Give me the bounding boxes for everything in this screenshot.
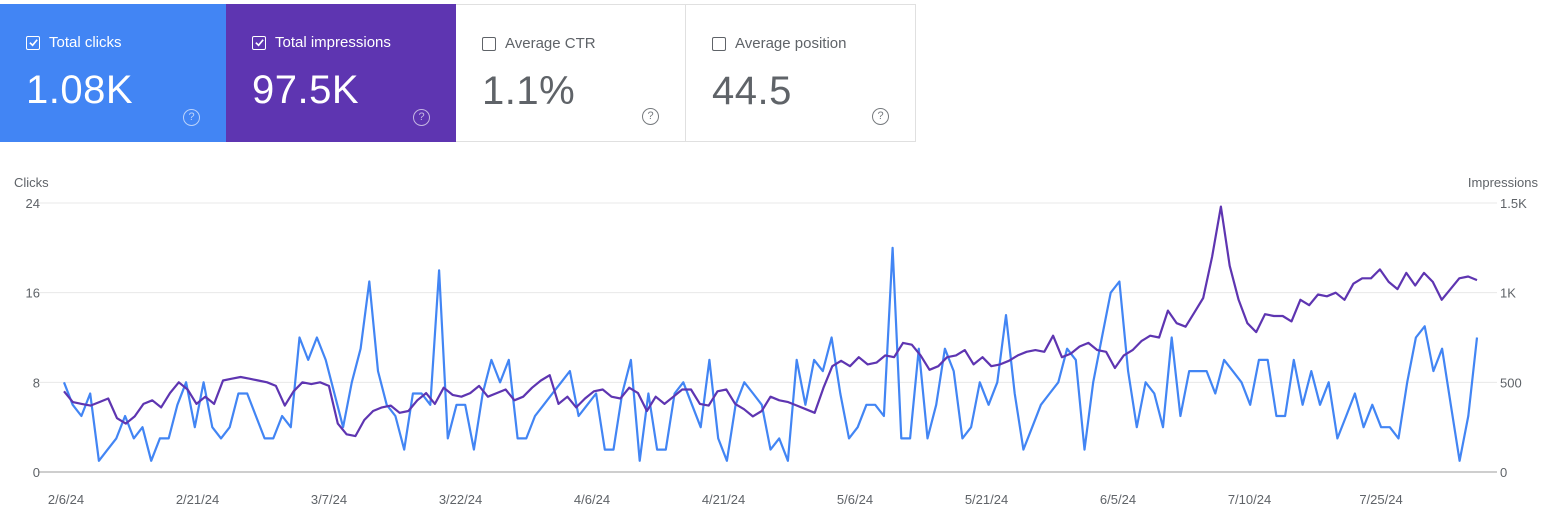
x-tick-label: 3/7/24: [311, 492, 347, 507]
total-impressions-card[interactable]: Total impressions 97.5K ?: [226, 4, 456, 142]
left-tick-label: 16: [26, 286, 40, 301]
metric-cards: Total clicks 1.08K ? Total impressions 9…: [0, 4, 916, 142]
x-tick-label: 7/25/24: [1359, 492, 1402, 507]
clicks-series-line: [62, 246, 1479, 462]
left-tick-label: 8: [33, 375, 40, 390]
average-ctr-header: Average CTR: [482, 35, 596, 52]
right-tick-label: 500: [1500, 375, 1522, 390]
average-position-value: 44.5: [712, 69, 792, 113]
left-tick-label: 24: [26, 196, 40, 211]
x-tick-label: 5/6/24: [837, 492, 873, 507]
checkbox-unchecked-icon[interactable]: [712, 36, 726, 51]
x-tick-label: 7/10/24: [1228, 492, 1271, 507]
x-tick-label: 3/22/24: [439, 492, 482, 507]
x-tick-label: 2/6/24: [48, 492, 84, 507]
total-clicks-value: 1.08K: [26, 68, 134, 112]
x-tick-label: 4/21/24: [702, 492, 745, 507]
checkbox-checked-icon[interactable]: [252, 35, 266, 50]
total-impressions-label: Total impressions: [275, 34, 391, 51]
impressions-series-line: [63, 205, 1478, 438]
average-ctr-card[interactable]: Average CTR 1.1% ?: [456, 4, 686, 142]
total-impressions-header: Total impressions: [252, 34, 391, 51]
checkbox-unchecked-icon[interactable]: [482, 36, 496, 51]
x-tick-label: 5/21/24: [965, 492, 1008, 507]
total-impressions-value: 97.5K: [252, 68, 360, 112]
help-icon[interactable]: ?: [413, 109, 430, 126]
right-tick-label: 1K: [1500, 286, 1516, 301]
average-ctr-label: Average CTR: [505, 35, 596, 52]
average-position-header: Average position: [712, 35, 846, 52]
total-clicks-label: Total clicks: [49, 34, 122, 51]
right-tick-label: 1.5K: [1500, 196, 1527, 211]
x-tick-label: 6/5/24: [1100, 492, 1136, 507]
total-clicks-card[interactable]: Total clicks 1.08K ?: [0, 4, 226, 142]
left-tick-label: 0: [33, 465, 40, 480]
left-axis-label: Clicks: [14, 175, 49, 190]
help-icon[interactable]: ?: [642, 108, 659, 125]
total-clicks-header: Total clicks: [26, 34, 122, 51]
help-icon[interactable]: ?: [872, 108, 889, 125]
right-tick-label: 0: [1500, 465, 1507, 480]
average-position-card[interactable]: Average position 44.5 ?: [686, 4, 916, 142]
average-ctr-value: 1.1%: [482, 69, 576, 113]
checkbox-checked-icon[interactable]: [26, 35, 40, 50]
x-tick-label: 4/6/24: [574, 492, 610, 507]
x-tick-label: 2/21/24: [176, 492, 219, 507]
help-icon[interactable]: ?: [183, 109, 200, 126]
performance-chart: Clicks Impressions 24 1.5K 16 1K 8 500 0 0 2/6/2…: [14, 175, 1539, 507]
right-axis-label: Impressions: [1468, 175, 1539, 190]
average-position-label: Average position: [735, 35, 847, 52]
